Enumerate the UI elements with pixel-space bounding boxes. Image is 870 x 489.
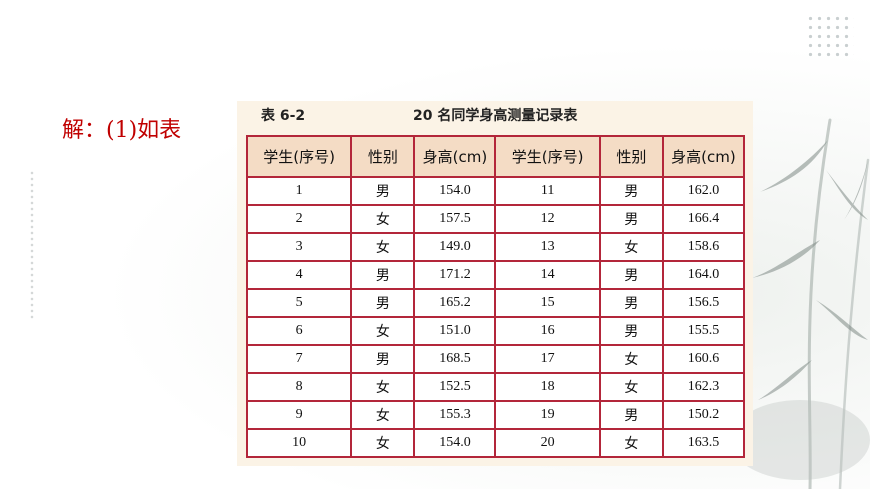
- cell-gender: 男: [598, 176, 664, 206]
- cell-gender: 女: [350, 316, 416, 346]
- cell-gender: 男: [350, 176, 416, 206]
- cell-student-number: 16: [494, 316, 601, 346]
- cell-height: 168.5: [413, 344, 497, 374]
- table-row: 4 男 171.2 14 男 164.0: [245, 260, 746, 290]
- table-row: 9 女 155.3 19 男 150.2: [245, 400, 746, 430]
- cell-gender: 女: [598, 344, 664, 374]
- cell-height: 151.0: [413, 316, 497, 346]
- header-student-number: 学生(序号): [494, 135, 601, 178]
- table-title: 20 名同学身高测量记录表: [413, 108, 578, 124]
- cell-height: 162.3: [661, 372, 746, 402]
- height-record-table: 学生(序号) 性别 身高(cm) 学生(序号) 性别 身高(cm) 1 男 15…: [245, 135, 746, 458]
- cell-student-number: 15: [494, 288, 601, 318]
- cell-gender: 女: [350, 400, 416, 430]
- header-gender: 性别: [598, 135, 664, 178]
- cell-height: 157.5: [413, 204, 497, 234]
- cell-student-number: 12: [494, 204, 601, 234]
- cell-student-number: 10: [245, 428, 353, 458]
- cell-gender: 男: [598, 288, 664, 318]
- bamboo-decoration-icon: [740, 118, 870, 489]
- cell-student-number: 3: [245, 232, 353, 262]
- decorative-dot-line: [30, 170, 34, 320]
- cell-student-number: 8: [245, 372, 353, 402]
- cell-height: 155.3: [413, 400, 497, 430]
- cell-student-number: 6: [245, 316, 353, 346]
- cell-height: 154.0: [413, 428, 497, 458]
- cell-gender: 男: [350, 288, 416, 318]
- cell-height: 150.2: [661, 400, 746, 430]
- cell-gender: 男: [598, 260, 664, 290]
- cell-gender: 男: [598, 204, 664, 234]
- cell-gender: 女: [350, 204, 416, 234]
- cell-student-number: 1: [245, 176, 353, 206]
- cell-student-number: 7: [245, 344, 353, 374]
- table-header-row: 学生(序号) 性别 身高(cm) 学生(序号) 性别 身高(cm): [245, 135, 746, 178]
- cell-gender: 女: [350, 232, 416, 262]
- cell-height: 164.0: [661, 260, 746, 290]
- table-row: 10 女 154.0 20 女 163.5: [245, 428, 746, 458]
- header-height: 身高(cm): [661, 135, 746, 178]
- cell-gender: 女: [598, 372, 664, 402]
- table-row: 8 女 152.5 18 女 162.3: [245, 372, 746, 402]
- cell-student-number: 5: [245, 288, 353, 318]
- table-row: 1 男 154.0 11 男 162.0: [245, 176, 746, 206]
- cell-gender: 男: [350, 344, 416, 374]
- table-number: 表 6-2: [261, 108, 306, 124]
- cell-height: 171.2: [413, 260, 497, 290]
- table-row: 2 女 157.5 12 男 166.4: [245, 204, 746, 234]
- decorative-dot-grid: [806, 14, 854, 58]
- cell-student-number: 9: [245, 400, 353, 430]
- table-row: 5 男 165.2 15 男 156.5: [245, 288, 746, 318]
- cell-student-number: 4: [245, 260, 353, 290]
- cell-height: 163.5: [661, 428, 746, 458]
- cell-height: 155.5: [661, 316, 746, 346]
- cell-gender: 男: [350, 260, 416, 290]
- cell-gender: 女: [350, 372, 416, 402]
- cell-height: 165.2: [413, 288, 497, 318]
- table-panel: 表 6-2 20 名同学身高测量记录表 学生(序号) 性别 身高(cm) 学生(…: [237, 101, 753, 466]
- table-caption: 表 6-2 20 名同学身高测量记录表: [237, 101, 753, 133]
- cell-height: 162.0: [661, 176, 746, 206]
- cell-gender: 男: [598, 400, 664, 430]
- cell-height: 166.4: [661, 204, 746, 234]
- cell-student-number: 13: [494, 232, 601, 262]
- table-row: 6 女 151.0 16 男 155.5: [245, 316, 746, 346]
- cell-gender: 女: [598, 428, 664, 458]
- cell-student-number: 20: [494, 428, 601, 458]
- cell-student-number: 17: [494, 344, 601, 374]
- cell-height: 156.5: [661, 288, 746, 318]
- cell-student-number: 14: [494, 260, 601, 290]
- header-student-number: 学生(序号): [245, 135, 353, 178]
- header-gender: 性别: [350, 135, 416, 178]
- header-height: 身高(cm): [413, 135, 497, 178]
- cell-student-number: 18: [494, 372, 601, 402]
- cell-height: 154.0: [413, 176, 497, 206]
- solution-text: 解：(1)如表: [62, 118, 182, 143]
- cell-height: 160.6: [661, 344, 746, 374]
- table-row: 7 男 168.5 17 女 160.6: [245, 344, 746, 374]
- cell-gender: 男: [598, 316, 664, 346]
- cell-height: 149.0: [413, 232, 497, 262]
- cell-gender: 女: [598, 232, 664, 262]
- cell-height: 158.6: [661, 232, 746, 262]
- cell-height: 152.5: [413, 372, 497, 402]
- cell-student-number: 11: [494, 176, 601, 206]
- table-row: 3 女 149.0 13 女 158.6: [245, 232, 746, 262]
- cell-student-number: 2: [245, 204, 353, 234]
- cell-student-number: 19: [494, 400, 601, 430]
- cell-gender: 女: [350, 428, 416, 458]
